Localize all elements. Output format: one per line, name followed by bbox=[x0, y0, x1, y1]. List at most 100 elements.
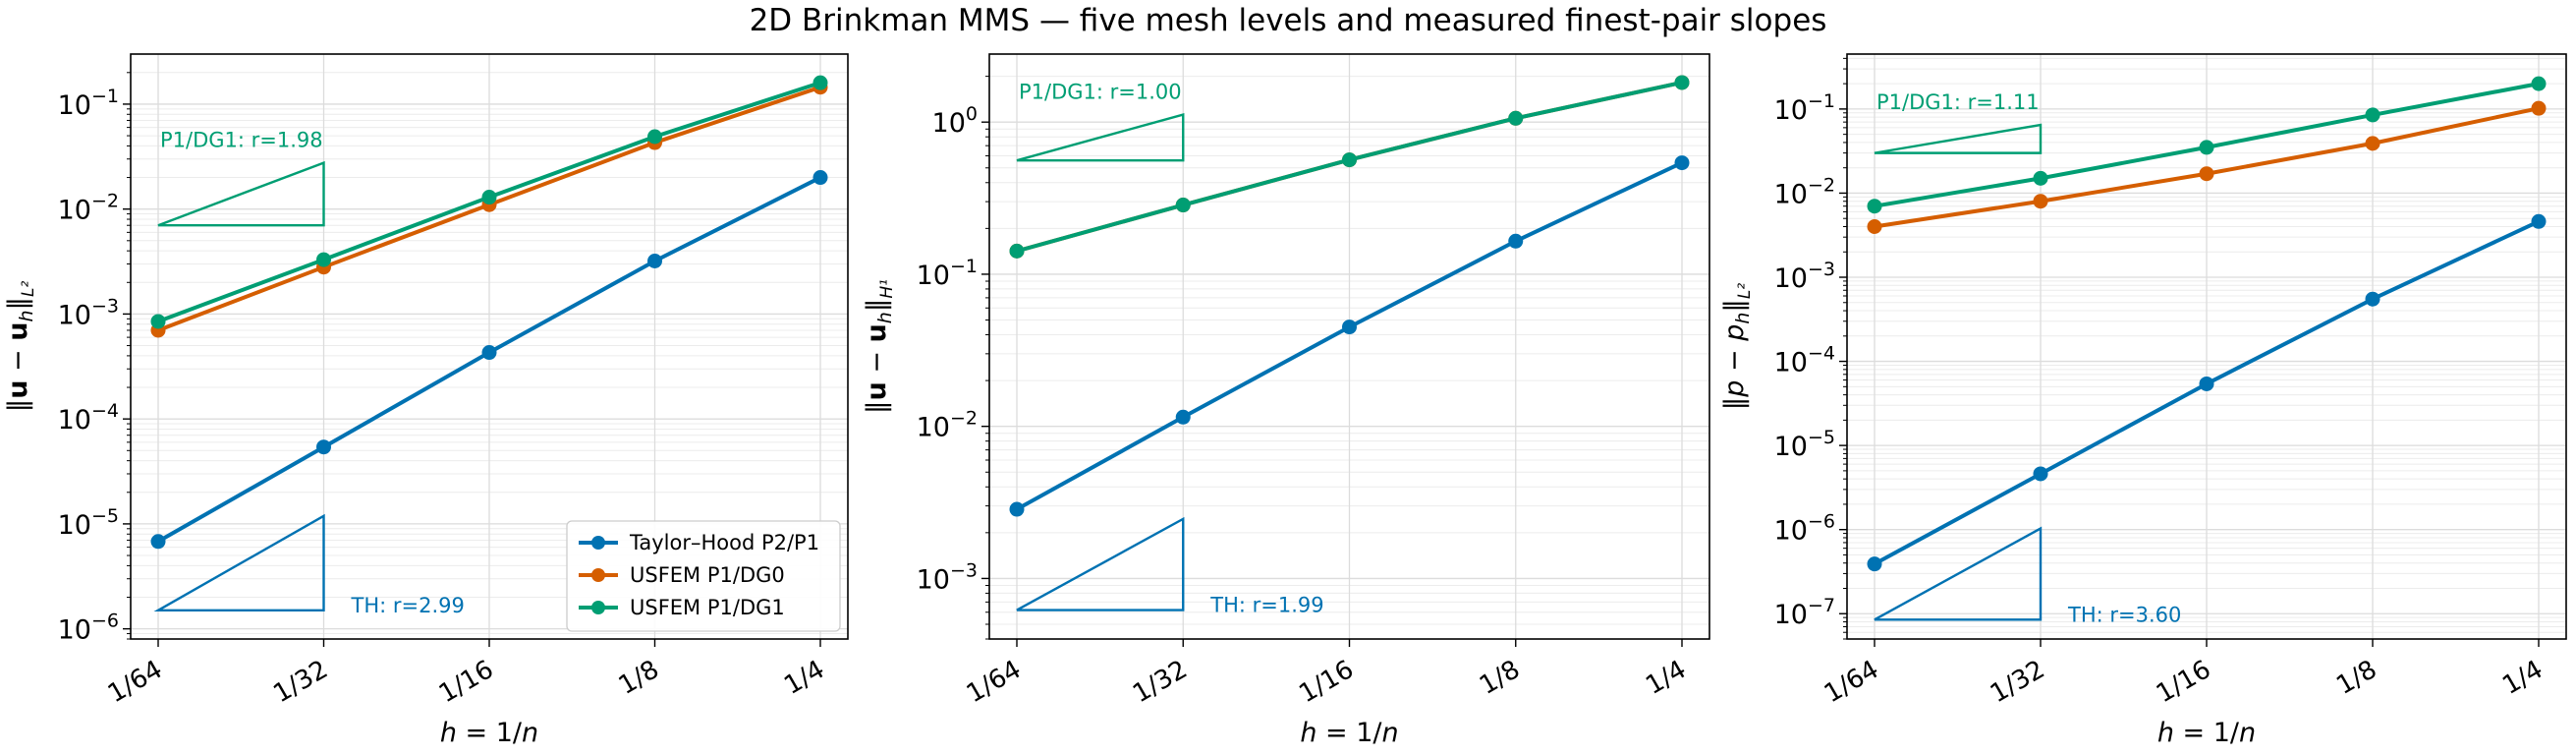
dg1-slope-label: P1/DG1: r=1.00 bbox=[1019, 81, 1182, 104]
x-axis-label: h = 1/n bbox=[1300, 718, 1398, 748]
dg1-slope-label: P1/DG1: r=1.11 bbox=[1876, 90, 2040, 114]
data-point-dg1 bbox=[2033, 170, 2048, 186]
th-slope-triangle bbox=[1874, 526, 2043, 621]
data-point-dg0 bbox=[2033, 194, 2048, 209]
data-point-dg1 bbox=[812, 75, 828, 90]
panels: 10−610−510−410−310−210−11/64 1/32 1/16 1/8 1… bbox=[3, 53, 2567, 748]
y-axis-label: ‖u − uh‖L² bbox=[3, 281, 38, 413]
x-tick-label: 1/4 bbox=[779, 655, 829, 701]
data-point-dg1 bbox=[1009, 243, 1025, 259]
y-tick-label: 10−1 bbox=[1774, 90, 1835, 126]
th-slope-label: TH: r=3.60 bbox=[2067, 603, 2181, 626]
data-point-dg0 bbox=[2531, 100, 2547, 116]
y-tick-label: 10−6 bbox=[58, 611, 119, 646]
data-point-th bbox=[1867, 556, 1882, 572]
data-point-dg1 bbox=[1342, 152, 1357, 168]
y-tick-label: 10−4 bbox=[1774, 343, 1835, 378]
data-point-dg1 bbox=[1674, 75, 1690, 90]
data-point-dg1 bbox=[481, 190, 497, 205]
y-tick-label: 10−1 bbox=[917, 256, 978, 291]
dg1-slope-triangle bbox=[157, 160, 325, 227]
y-tick-label: 10−2 bbox=[58, 191, 119, 226]
data-point-th bbox=[150, 534, 166, 550]
legend-frame bbox=[566, 520, 841, 632]
x-tick-label: 1/64 bbox=[962, 655, 1027, 709]
y-tick-label: 10−5 bbox=[1774, 427, 1835, 462]
data-point-th bbox=[2033, 466, 2048, 482]
x-tick-label: 1/64 bbox=[1820, 655, 1884, 709]
y-tick-label: 10−4 bbox=[58, 400, 119, 436]
y-tick-label: 10−3 bbox=[58, 295, 119, 330]
th-slope-label: TH: r=2.99 bbox=[351, 594, 465, 617]
legend-entry: USFEM P1/DG1 bbox=[630, 596, 785, 619]
legend-entry: Taylor–Hood P2/P1 bbox=[629, 531, 819, 554]
panel-1: 10−6 10−5 10−4 10−3 10−2 10−1 1/64 1/32 1/16 1/8 1… bbox=[3, 53, 849, 748]
data-point-th bbox=[481, 345, 497, 361]
legend-swatch-marker bbox=[591, 536, 605, 550]
th-slope-triangle bbox=[1016, 516, 1185, 611]
legend-entry: USFEM P1/DG0 bbox=[630, 563, 785, 587]
x-tick-label: 1/64 bbox=[103, 655, 168, 709]
data-point-dg0 bbox=[1867, 218, 1882, 234]
data-point-dg1 bbox=[1508, 110, 1524, 126]
dg1-slope-label: P1/DG1: r=1.98 bbox=[160, 129, 323, 152]
x-tick-label: 1/4 bbox=[2497, 655, 2548, 701]
legend: Taylor–Hood P2/P1 USFEM P1/DG0 USFEM P1/DG… bbox=[566, 520, 841, 632]
y-tick-label: 10−3 bbox=[1774, 259, 1835, 294]
y-tick-label: 10−1 bbox=[58, 86, 119, 121]
dg1-slope-triangle bbox=[1874, 123, 2043, 154]
data-point-dg1 bbox=[2199, 140, 2214, 155]
y-axis-label: ‖p − ph‖L² bbox=[1719, 283, 1755, 411]
legend-swatch-marker bbox=[591, 601, 605, 614]
x-tick-label: 1/32 bbox=[1128, 655, 1193, 709]
data-point-th bbox=[1674, 155, 1690, 171]
x-tick-label: 1/32 bbox=[1986, 655, 2050, 709]
data-point-th bbox=[647, 253, 662, 268]
data-point-th bbox=[2199, 376, 2214, 391]
axes-frame bbox=[1846, 53, 2567, 640]
data-point-th bbox=[2365, 291, 2380, 307]
y-tick-label: 10−7 bbox=[1774, 595, 1835, 630]
data-point-dg1 bbox=[316, 252, 331, 267]
x-axis-label: h = 1/n bbox=[2157, 718, 2256, 748]
axes-frame bbox=[130, 53, 849, 640]
grid-lines bbox=[131, 54, 848, 639]
x-tick-label: 1/4 bbox=[1641, 655, 1691, 701]
th-slope-triangle bbox=[153, 513, 325, 612]
panel-2: 10−3 10−2 10−1 100 1/64 1/32 1/16 1/8 1/4 P1/DG1:… bbox=[862, 53, 1710, 748]
data-point-dg1 bbox=[647, 129, 662, 145]
y-tick-label: 10−6 bbox=[1774, 511, 1835, 547]
th-slope-label: TH: r=1.99 bbox=[1209, 594, 1323, 617]
y-tick-label: 10−5 bbox=[58, 505, 119, 541]
x-axis-label: h = 1/n bbox=[440, 718, 538, 748]
y-tick-label: 10−3 bbox=[917, 559, 978, 595]
legend-swatch-marker bbox=[591, 568, 605, 582]
data-point-dg1 bbox=[2531, 76, 2547, 91]
data-point-th bbox=[1342, 320, 1357, 335]
dg1-slope-triangle bbox=[1016, 113, 1185, 162]
grid-lines bbox=[989, 54, 1709, 639]
data-point-dg1 bbox=[1175, 198, 1191, 213]
panel-3: 10−7 10−6 10−5 10−4 10−3 10−2 10−1 1/64 1/32 1/16… bbox=[1719, 53, 2567, 748]
data-point-th bbox=[812, 170, 828, 186]
data-point-dg0 bbox=[2365, 136, 2380, 151]
data-point-dg1 bbox=[1867, 199, 1882, 214]
x-tick-label: 1/16 bbox=[2152, 655, 2216, 709]
data-point-dg0 bbox=[2199, 166, 2214, 182]
data-point-dg1 bbox=[2365, 107, 2380, 123]
x-tick-label: 1/16 bbox=[434, 655, 499, 709]
y-axis-label: ‖u − uh‖H¹ bbox=[862, 279, 897, 414]
data-point-dg1 bbox=[150, 314, 166, 329]
y-tick-label: 10−2 bbox=[917, 408, 978, 443]
y-tick-label: 100 bbox=[932, 103, 978, 139]
x-tick-label: 1/8 bbox=[1475, 655, 1525, 701]
axes-frame bbox=[988, 53, 1710, 640]
x-tick-label: 1/8 bbox=[614, 655, 664, 701]
y-tick-label: 10−2 bbox=[1774, 174, 1835, 209]
x-tick-label: 1/8 bbox=[2331, 655, 2381, 701]
data-point-th bbox=[1009, 501, 1025, 517]
figure-title: 2D Brinkman MMS — five mesh levels and m… bbox=[750, 3, 1827, 38]
data-point-th bbox=[1175, 409, 1191, 425]
data-point-th bbox=[1508, 233, 1524, 249]
